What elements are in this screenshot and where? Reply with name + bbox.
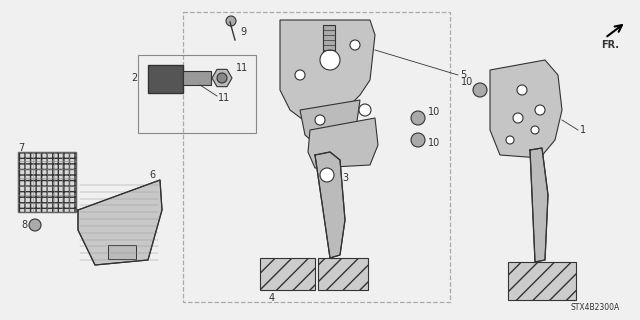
Polygon shape <box>280 20 375 130</box>
Polygon shape <box>490 60 562 158</box>
Bar <box>183 12 450 302</box>
Text: 2: 2 <box>132 73 138 83</box>
Bar <box>138 55 256 133</box>
Circle shape <box>473 83 487 97</box>
Circle shape <box>359 104 371 116</box>
Bar <box>148 65 183 93</box>
Text: 6: 6 <box>149 170 155 180</box>
Circle shape <box>295 70 305 80</box>
Text: 10: 10 <box>428 138 440 148</box>
Circle shape <box>320 50 340 70</box>
Bar <box>18 152 76 212</box>
Text: 5: 5 <box>460 70 467 80</box>
Text: 8: 8 <box>22 220 28 230</box>
Text: STX4B2300A: STX4B2300A <box>571 303 620 313</box>
Circle shape <box>411 111 425 125</box>
Text: 11: 11 <box>218 93 230 103</box>
Circle shape <box>506 136 514 144</box>
Text: 11: 11 <box>236 63 248 73</box>
Polygon shape <box>530 148 548 262</box>
Bar <box>318 258 368 290</box>
Polygon shape <box>308 118 378 168</box>
Circle shape <box>535 105 545 115</box>
Text: 1: 1 <box>580 125 586 135</box>
Text: 10: 10 <box>461 77 473 87</box>
Bar <box>183 71 211 85</box>
Bar <box>508 262 576 300</box>
Circle shape <box>217 73 227 83</box>
Text: 3: 3 <box>342 173 348 183</box>
Text: 4: 4 <box>269 293 275 303</box>
Bar <box>108 245 136 259</box>
Polygon shape <box>315 152 345 258</box>
Circle shape <box>315 115 325 125</box>
Text: FR.: FR. <box>601 40 619 50</box>
Circle shape <box>411 133 425 147</box>
Polygon shape <box>212 69 232 87</box>
Circle shape <box>350 40 360 50</box>
Bar <box>260 258 315 290</box>
Circle shape <box>226 16 236 26</box>
Circle shape <box>29 219 41 231</box>
Bar <box>323 25 335 55</box>
Circle shape <box>517 85 527 95</box>
Circle shape <box>513 113 523 123</box>
Circle shape <box>531 126 539 134</box>
Text: 10: 10 <box>428 107 440 117</box>
Polygon shape <box>300 100 360 150</box>
Text: 9: 9 <box>240 27 246 37</box>
Circle shape <box>320 168 334 182</box>
Text: 7: 7 <box>18 143 24 153</box>
Polygon shape <box>78 180 162 265</box>
Bar <box>18 152 76 212</box>
